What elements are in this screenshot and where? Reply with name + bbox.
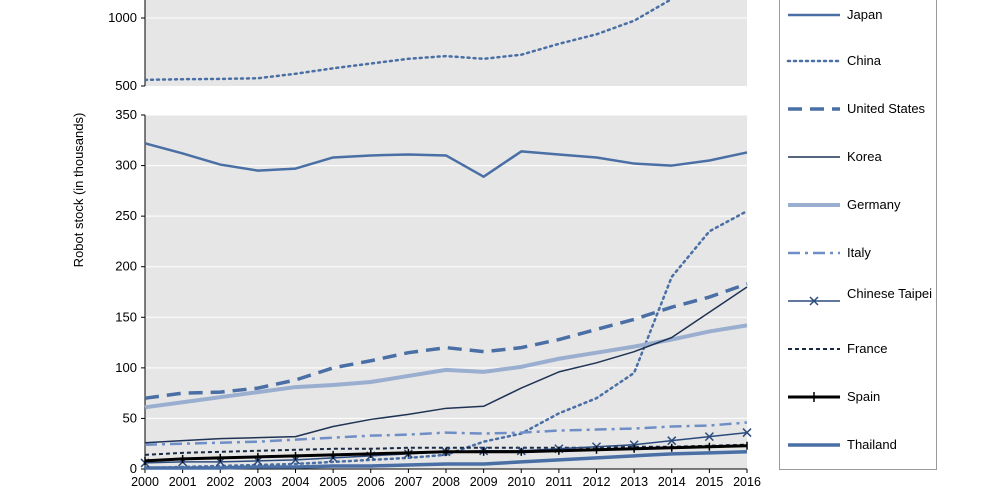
x-tick-label: 2004: [282, 475, 310, 489]
legend-label: China: [847, 53, 881, 68]
series-line-japan: [144, 142, 748, 178]
legend-label: France: [847, 341, 888, 356]
legend-label: Germany: [847, 197, 901, 212]
series-marker: [704, 432, 714, 442]
legend-item-japan: Japan: [780, 0, 936, 40]
legend-label: Thailand: [847, 437, 897, 452]
series-marker: [742, 428, 752, 438]
series-marker: [667, 436, 677, 446]
legend-label: Italy: [847, 245, 871, 260]
legend-item-united-states: United States: [780, 94, 936, 134]
y-tick-label: 50: [123, 410, 137, 425]
series-line-united-states: [144, 282, 748, 400]
y-tick-label: 100: [115, 360, 137, 375]
x-tick-label: 2007: [394, 475, 422, 489]
x-tick-label: 2011: [545, 475, 572, 489]
x-tick-label: 2008: [432, 475, 460, 489]
x-tick-label: 2001: [169, 475, 197, 489]
legend-item-china: China: [780, 46, 936, 86]
series-line-germany: [144, 323, 748, 410]
y-tick-label: 150: [115, 309, 137, 324]
legend-swatch: [788, 203, 840, 207]
legend-swatch: [788, 348, 840, 350]
x-tick-label: 2010: [507, 475, 535, 489]
legend-marker: [809, 296, 819, 306]
chart-legend: Japan China United States Korea Germany Italy…: [779, 0, 937, 470]
y-tick-label: 200: [115, 259, 137, 274]
legend-item-spain: Spain: [780, 382, 936, 422]
x-tick-label: 2013: [620, 475, 648, 489]
top-panel-background: [145, 0, 747, 86]
y-tick-label: 250: [115, 208, 137, 223]
legend-swatch: [788, 13, 840, 17]
legend-label: Chinese Taipei: [847, 286, 933, 301]
y-axis-label: Robot stock (in thousands): [71, 113, 86, 268]
legend-swatch: [788, 156, 840, 158]
legend-swatch: [788, 251, 840, 255]
y-tick-label: 300: [115, 158, 137, 173]
x-tick-label: 2006: [357, 475, 385, 489]
series-line-thailand: [145, 450, 748, 470]
y-tick-label: 500: [115, 78, 137, 93]
x-tick-label: 2003: [244, 475, 272, 489]
legend-item-italy: Italy: [780, 238, 936, 278]
legend-swatch: [788, 443, 840, 447]
series-line-korea: [144, 286, 748, 444]
x-tick-label: 2002: [206, 475, 234, 489]
x-tick-label: 2014: [658, 475, 686, 489]
legend-swatch: [788, 392, 840, 402]
y-tick-label: 0: [130, 461, 137, 476]
legend-swatch: [788, 107, 840, 111]
x-tick-label: 2009: [470, 475, 498, 489]
legend-label: United States: [847, 101, 926, 116]
legend-swatch: [786, 59, 842, 63]
legend-item-thailand: Thailand: [780, 430, 936, 470]
y-tick-label: 350: [115, 107, 137, 122]
x-tick-label: 2000: [131, 475, 159, 489]
x-tick-label: 2016: [733, 475, 761, 489]
legend-item-korea: Korea: [780, 142, 936, 182]
legend-label: Korea: [847, 149, 882, 164]
series-line-france: [144, 443, 748, 456]
legend-item-france: France: [780, 334, 936, 374]
x-tick-label: 2015: [695, 475, 723, 489]
series-line-china-top: [145, 0, 673, 82]
x-tick-label: 2012: [583, 475, 611, 489]
x-tick-label: 2005: [319, 475, 347, 489]
legend-swatch: [788, 296, 840, 306]
legend-item-germany: Germany: [780, 190, 936, 230]
legend-label: Japan: [847, 7, 883, 22]
series-line-italy: [144, 421, 748, 446]
y-tick-label: 1000: [108, 10, 137, 25]
bottom-panel-background: [145, 115, 747, 469]
legend-item-chinese-taipei: Chinese Taipei: [780, 286, 936, 326]
legend-label: Spain: [847, 389, 881, 404]
